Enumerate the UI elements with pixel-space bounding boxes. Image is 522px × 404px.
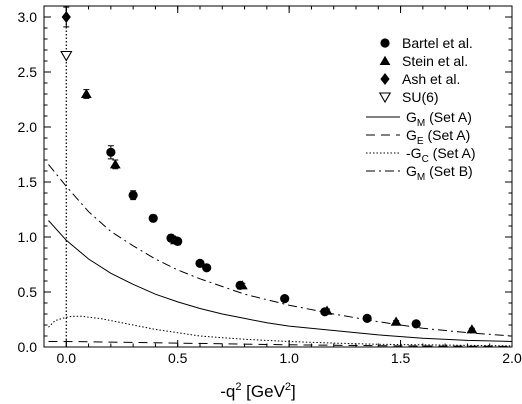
y-tick-label-1: 0.5 [18, 284, 38, 300]
legend-line-label-main: -G [406, 145, 422, 161]
legend-line-label-sub: M [417, 118, 425, 129]
x-axis-title-unit-close: ] [291, 382, 296, 401]
data-point-0-10 [362, 313, 372, 323]
series-line-2 [48, 315, 512, 347]
y-tick-label-0: 0.0 [18, 339, 38, 355]
data-point-0-11 [411, 319, 421, 329]
legend-line-label-rest: (Set B) [425, 163, 472, 179]
x-axis-title: -q2 [GeV2] [220, 381, 296, 401]
legend-line-label-rest: (Set A) [424, 127, 471, 143]
x-axis-title-base: -q [220, 382, 235, 401]
data-point-0-1 [128, 190, 138, 200]
data-point-2-0 [61, 11, 71, 23]
series-line-0 [48, 220, 512, 342]
data-point-1-5 [390, 316, 402, 326]
x-axis-title-unit-open: [GeV [241, 382, 285, 401]
data-point-1-3 [236, 280, 248, 290]
data-point-0-0 [106, 147, 116, 157]
legend-line-label-main: G [406, 127, 417, 143]
legend-line-label-main: G [406, 163, 417, 179]
y-tick-label-6: 3.0 [18, 9, 38, 25]
legend-label-1: Stein et al. [402, 53, 468, 69]
plot-frame [43, 5, 513, 348]
x-tick-label-0: 0.0 [57, 350, 77, 366]
data-point-0-6 [202, 263, 212, 273]
legend-line-label-sub: C [422, 154, 429, 165]
legend-label-2: Ash et al. [402, 71, 460, 87]
legend-marker-3 [378, 92, 392, 104]
x-tick-label-1: 0.5 [168, 350, 188, 366]
y-tick-label-5: 2.5 [18, 64, 38, 80]
data-point-1-1 [109, 159, 121, 169]
legend-line-label-sub: M [417, 172, 425, 183]
data-point-0-5 [195, 258, 205, 268]
data-point-0-2 [148, 213, 158, 223]
x-axis-title-unit-sup: 2 [285, 381, 291, 393]
legend-line-label-sub: E [417, 136, 424, 147]
legend-line-label-rest: (Set A) [425, 109, 472, 125]
axes-layer: 0.0 0.5 1.0 1.5 2.0 0.0 0.5 1.0 1.5 2.0 2.5 3.0 -q2 … [18, 5, 522, 401]
legend: Bartel et al. Stein et al. Ash et al. SU(6)… [366, 35, 475, 183]
legend-line-label-main: G [406, 109, 417, 125]
y-tick-label-4: 2.0 [18, 119, 38, 135]
data-point-0-8 [280, 294, 290, 304]
data-point-1-4 [321, 305, 333, 315]
data-point-1-2 [170, 235, 181, 245]
series-line-1 [48, 341, 512, 347]
x-tick-label-3: 1.5 [391, 350, 411, 366]
x-tick-label-4: 2.0 [502, 350, 522, 366]
data-point-1-6 [466, 324, 478, 334]
data-points-layer [60, 6, 478, 334]
legend-marker-0 [380, 38, 390, 48]
legend-marker-1 [379, 55, 391, 65]
data-point-1-0 [80, 88, 92, 98]
x-axis-title-sup: 2 [235, 381, 241, 393]
legend-line-label-rest: (Set A) [429, 145, 476, 161]
legend-line-label-3: GM (Set B) [406, 163, 473, 183]
legend-label-0: Bartel et al. [402, 35, 473, 51]
y-tick-label-2: 1.0 [18, 229, 38, 245]
y-tick-label-3: 1.5 [18, 174, 38, 190]
series-line-3 [48, 164, 512, 337]
legend-line-label-1: GE (Set A) [406, 127, 470, 147]
legend-line-label-2: -GC (Set A) [406, 145, 475, 165]
legend-marker-2 [380, 73, 390, 85]
x-tick-label-2: 1.0 [279, 350, 299, 366]
legend-line-label-0: GM (Set A) [406, 109, 472, 129]
legend-label-3: SU(6) [402, 89, 439, 105]
data-point-3-0 [60, 50, 73, 62]
